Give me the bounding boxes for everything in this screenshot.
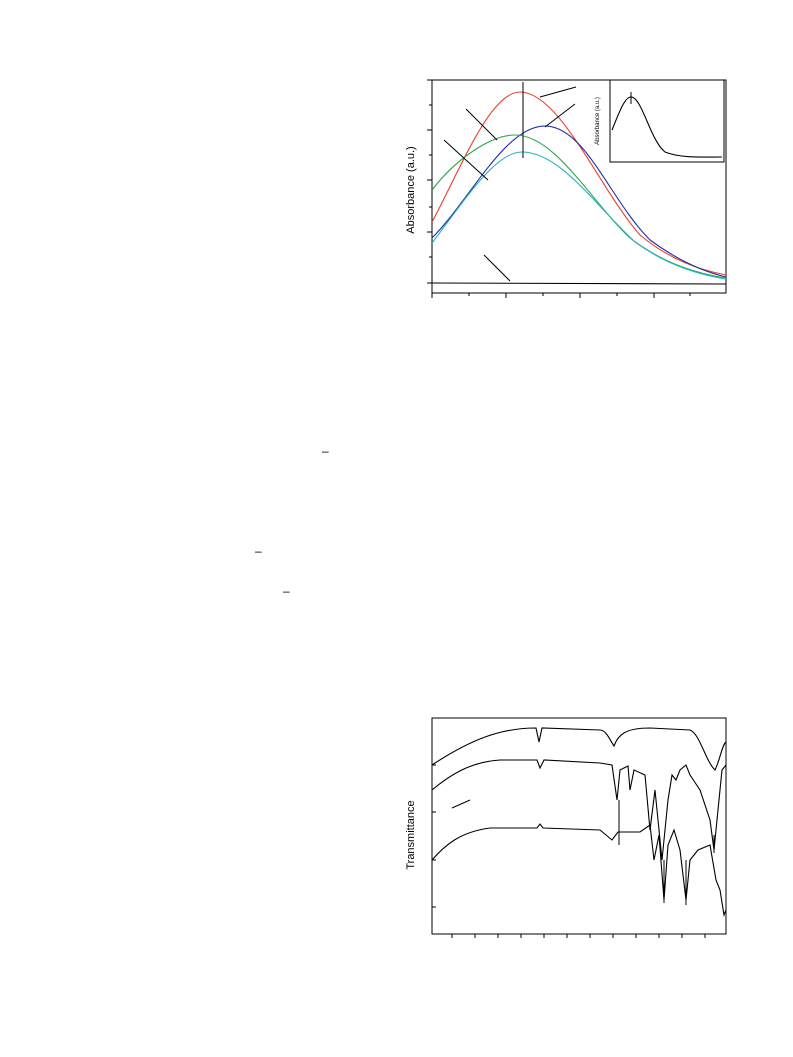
figure-1: Absorbance (a.u.) Absorbance (a.u.) — [405, 79, 727, 298]
plot-frame — [431, 79, 727, 294]
spectrum-top — [431, 727, 727, 771]
curve-cyan — [431, 151, 727, 280]
y-axis-label: Absorbance (a.u.) — [405, 146, 417, 233]
ticks — [432, 764, 706, 938]
inset-y-label: Absorbance (a.u.) — [595, 97, 601, 145]
text-mark: – — [322, 444, 329, 458]
y-axis-label: Transmittance — [405, 800, 417, 869]
curve-green — [431, 134, 727, 279]
figure-2: Transmittance — [405, 717, 727, 938]
plot-frame — [431, 717, 727, 935]
arrows — [443, 86, 577, 282]
marker-lines — [451, 799, 715, 905]
inset-curve — [611, 96, 723, 158]
spectrum-bottom — [431, 823, 727, 918]
curve-baseline — [431, 282, 727, 285]
inset-frame — [609, 79, 725, 163]
curve-red — [431, 91, 727, 276]
spectrum-middle — [431, 759, 727, 861]
ticks — [427, 79, 691, 298]
text-mark: – — [283, 584, 290, 598]
text-mark: – — [255, 544, 262, 558]
